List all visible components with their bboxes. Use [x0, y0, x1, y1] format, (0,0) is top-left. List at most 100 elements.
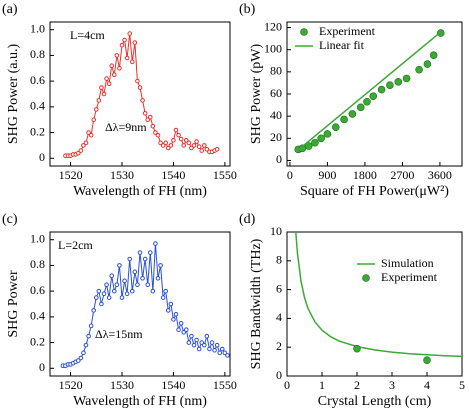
data-point [189, 145, 194, 151]
y-tick-label: 0.8 [30, 47, 45, 61]
annotation: Δλ=9nm [105, 120, 147, 134]
annotation: Δλ=15nm [95, 327, 143, 341]
y-tick-label: 0.6 [30, 283, 45, 297]
data-point [150, 288, 156, 294]
data-point [106, 295, 112, 300]
data-point [369, 92, 378, 101]
data-point [186, 140, 192, 146]
panel: (a) 1520 1530 1540 1550 0 0.2 0.4 0.6 0.8 1.0 Wavel… [2, 2, 237, 199]
data-point [122, 37, 127, 43]
y-tick-label: 40 [270, 108, 282, 122]
data-point [155, 132, 161, 138]
data-point [124, 55, 130, 61]
data-point [178, 136, 184, 142]
data-point [204, 333, 210, 339]
data-point [117, 65, 122, 71]
data-point [178, 320, 184, 326]
data-point [124, 291, 130, 297]
data-point [104, 282, 109, 288]
panel: (d) 0 1 2 3 4 5 0 2 4 6 8 10 Crystal Length (cm) SHG B… [239, 212, 465, 409]
data-point [165, 308, 171, 313]
data-point [88, 132, 94, 138]
y-tick-label: 2 [276, 339, 282, 353]
data-point [168, 301, 174, 307]
data-point [394, 78, 403, 86]
data-point [109, 273, 115, 279]
data-point [119, 295, 125, 300]
data-point [137, 250, 143, 255]
data-point [78, 355, 84, 361]
x-tick-label: 0 [287, 168, 293, 182]
data-point [311, 138, 319, 147]
data-point [158, 263, 163, 268]
data-point [83, 140, 89, 146]
panel-label: (a) [2, 2, 18, 17]
data-point [181, 329, 187, 335]
data-point [96, 98, 102, 103]
x-tick-label: 1540 [161, 168, 185, 182]
data-point [183, 137, 189, 143]
data-point [81, 350, 86, 356]
y-tick-label: 100 [264, 41, 282, 55]
x-tick-label: 0 [284, 378, 290, 392]
y-tick-label: 0.2 [30, 334, 45, 348]
data-point [137, 85, 143, 90]
data-point [173, 127, 179, 133]
data-point [214, 146, 220, 152]
data-point [423, 60, 432, 68]
x-tick-label: 1520 [59, 168, 83, 182]
data-point [93, 295, 99, 300]
data-point [204, 146, 210, 152]
data-point [194, 139, 199, 144]
data-point [436, 29, 445, 37]
x-tick-label: 1800 [353, 168, 377, 182]
legend-label: Linear fit [319, 38, 365, 52]
data-point [99, 85, 104, 90]
data-point [214, 342, 220, 348]
data-point [91, 117, 97, 123]
data-point [183, 327, 189, 333]
data-point [135, 282, 140, 288]
x-axis-label: Wavelength of FH (nm) [73, 184, 207, 199]
legend-label: Simulation [381, 256, 434, 270]
data-point [323, 130, 332, 138]
data-point [132, 40, 138, 45]
y-tick-label: 0.2 [30, 124, 45, 138]
x-axis-label: Square of FH Power(μW²) [300, 184, 449, 199]
data-point [163, 288, 169, 294]
panel: (c) 1520 1530 1540 1550 0 0.2 0.4 0.6 0.8 1.0 Wavel… [2, 212, 237, 409]
y-tick-label: 4 [276, 310, 282, 324]
data-point [147, 114, 153, 120]
y-tick-label: 120 [264, 19, 282, 33]
data-point [377, 85, 386, 94]
data-point [331, 123, 340, 132]
data-point [171, 317, 176, 322]
data-point [91, 308, 97, 313]
data-point [173, 311, 179, 317]
x-axis-label: Wavelength of FH (nm) [73, 394, 207, 409]
data-point [415, 65, 423, 74]
data-point [353, 344, 361, 353]
legend-label: Experiment [381, 270, 438, 284]
data-point [199, 148, 205, 153]
y-tick-label: 0 [39, 360, 45, 374]
y-tick-label: 20 [270, 130, 282, 144]
data-point [81, 143, 86, 148]
annotation: L=2cm [58, 238, 93, 252]
data-point [219, 346, 225, 352]
data-point [142, 256, 148, 262]
data-point [86, 130, 91, 135]
data-point [402, 74, 411, 83]
x-tick-label: 2700 [390, 168, 414, 182]
data-point [140, 275, 145, 281]
data-point [181, 143, 187, 148]
data-point [176, 327, 181, 333]
data-point [386, 81, 394, 89]
data-point [176, 132, 181, 138]
data-point [163, 140, 169, 146]
data-point [225, 353, 230, 358]
legend-label: Experiment [319, 24, 376, 38]
data-point [171, 137, 176, 143]
data-point [189, 333, 194, 339]
